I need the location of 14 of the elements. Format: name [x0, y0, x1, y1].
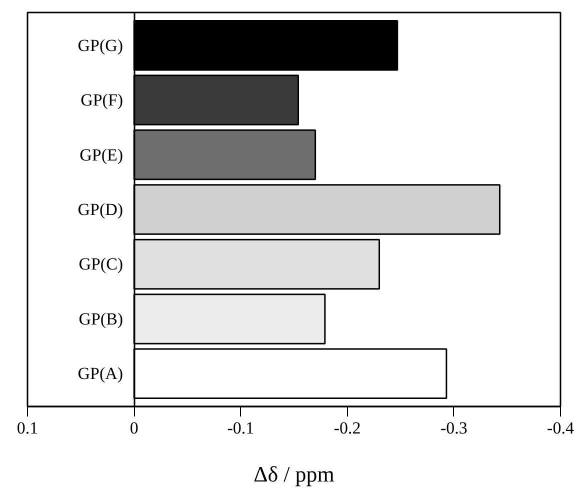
x-tick-label: 0	[130, 418, 138, 438]
x-tick-label: -0.3	[440, 418, 468, 438]
y-tick-label: GP(B)	[78, 309, 124, 328]
y-tick-label: GP(G)	[78, 36, 124, 55]
x-tick-label: -0.1	[227, 418, 254, 438]
x-tick-label: -0.2	[334, 418, 361, 438]
y-tick-label: GP(A)	[78, 364, 124, 384]
y-tick-label: GP(F)	[80, 90, 124, 110]
x-axis-title: Δδ / ppm	[254, 462, 334, 486]
x-tick-label: -0.4	[547, 418, 574, 438]
y-tick-label: GP(C)	[78, 254, 124, 274]
x-tick-label: 0.1	[16, 418, 38, 438]
y-tick-label: GP(E)	[80, 145, 124, 164]
y-tick-label: GP(D)	[78, 200, 124, 219]
